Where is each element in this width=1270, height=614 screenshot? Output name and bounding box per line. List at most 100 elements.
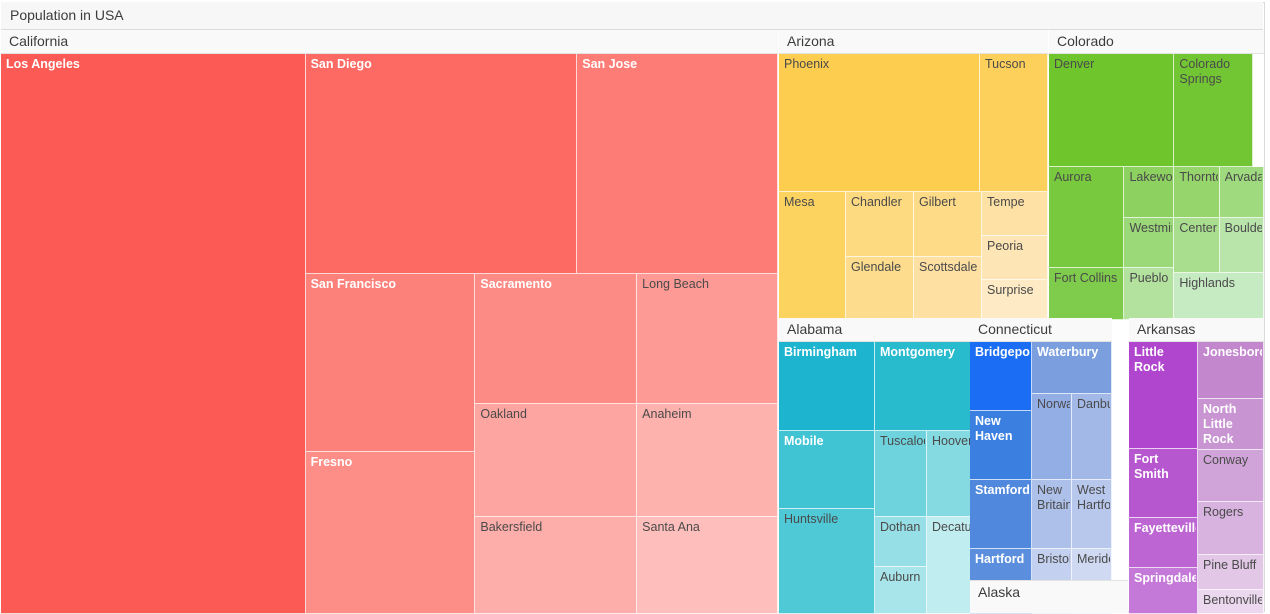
treemap-tile[interactable]: Boulder	[1219, 218, 1264, 273]
treemap-tile-label: Tucson	[985, 57, 1026, 71]
treemap-tile[interactable]: Little Rock	[1129, 342, 1198, 449]
treemap-tile[interactable]: Tucson	[980, 54, 1048, 192]
treemap-tile-label: Chandler	[851, 195, 902, 209]
treemap-tile[interactable]: Decatur	[927, 516, 974, 614]
treemap-tile[interactable]: Scottsdale	[914, 257, 982, 320]
treemap-tile[interactable]: Westminster	[1124, 218, 1175, 268]
treemap-tile[interactable]: Fort Smith	[1129, 448, 1198, 518]
group-alabama[interactable]: Alabama Birmingham Montgomery Mobile Huntsv…	[779, 318, 974, 614]
treemap-tile[interactable]: San Jose	[577, 54, 778, 275]
treemap-tile-label: Bristol	[1037, 551, 1070, 566]
treemap-tile[interactable]: Rogers	[1198, 501, 1264, 556]
treemap-tile-label: San Diego	[310, 57, 372, 71]
treemap-tile-label: Montgomery	[880, 345, 955, 359]
treemap-tile-label: Norwalk	[1037, 396, 1070, 411]
treemap-tile[interactable]: Colorado Springs	[1174, 54, 1253, 167]
treemap-tile[interactable]: Dothan	[875, 516, 927, 567]
treemap-tile[interactable]: Norwalk	[1032, 393, 1072, 480]
treemap-tile[interactable]: Los Angeles	[1, 54, 306, 614]
group-label: Connecticut	[978, 321, 1052, 337]
treemap-tile[interactable]: Bakersfield	[475, 517, 638, 614]
treemap-tile[interactable]: Lakewood	[1124, 167, 1175, 218]
group-body-alabama: Birmingham Montgomery Mobile Huntsville Tusc…	[779, 342, 974, 614]
treemap-tile[interactable]: Arvada	[1219, 167, 1264, 218]
treemap-tile[interactable]: West Hartford	[1072, 479, 1112, 549]
treemap-tile[interactable]: Stamford	[970, 479, 1032, 549]
treemap-tile[interactable]: Center	[1174, 218, 1220, 273]
treemap-tile-label: Tempe	[987, 195, 1025, 209]
treemap-tile-label: Waterbury	[1037, 345, 1099, 359]
group-label: California	[9, 33, 69, 49]
treemap-tile-label: San Francisco	[310, 277, 397, 292]
treemap-tile[interactable]: Huntsville	[779, 509, 875, 614]
treemap-tile[interactable]: New Britain	[1032, 479, 1072, 549]
treemap-tile-label: Westminster	[1129, 221, 1172, 235]
treemap-tile[interactable]: Santa Ana	[637, 517, 778, 614]
treemap-tile[interactable]: Mesa	[779, 192, 846, 320]
treemap-tile-label: Phoenix	[784, 57, 830, 71]
treemap-tile[interactable]: San Francisco	[305, 274, 476, 453]
treemap-tile-label: New Haven	[975, 413, 1013, 443]
treemap-tile[interactable]: Anaheim	[637, 404, 778, 518]
treemap-tile[interactable]: Bentonville	[1198, 589, 1264, 614]
treemap-tile-label: Boulder	[1224, 221, 1262, 235]
treemap-tile[interactable]: Auburn	[875, 566, 927, 614]
treemap-tile[interactable]: Aurora	[1049, 167, 1125, 268]
group-arizona[interactable]: Arizona Phoenix Tucson Mesa Chandler Glendal…	[779, 30, 1048, 320]
treemap-tile[interactable]: Birmingham	[779, 342, 875, 431]
treemap-tile-label: Sacramento	[480, 277, 552, 292]
group-alaska[interactable]: Alaska	[970, 580, 1128, 613]
treemap-tile-label: Santa Ana	[642, 520, 700, 535]
treemap-tile-label: Pueblo	[1129, 271, 1169, 285]
treemap-tile[interactable]: Hoover	[927, 430, 974, 517]
group-connecticut[interactable]: Connecticut Bridgeport New Haven Stamford H…	[970, 318, 1112, 614]
treemap-tile-label: Mesa	[784, 195, 815, 209]
treemap-tile[interactable]: Highlands	[1174, 273, 1264, 320]
group-colorado[interactable]: Colorado Denver Colorado Springs Aurora For…	[1049, 30, 1264, 320]
treemap-tile[interactable]: Waterbury	[1032, 342, 1112, 394]
treemap-tile-label: Colorado Springs	[1179, 57, 1231, 86]
treemap-tile[interactable]: Glendale	[846, 257, 914, 320]
treemap-tile[interactable]: Surprise	[982, 280, 1048, 320]
treemap-tile[interactable]: Montgomery	[875, 342, 974, 431]
treemap-tile-label: Highlands	[1179, 276, 1235, 290]
treemap-tile[interactable]: Pueblo	[1124, 268, 1175, 320]
group-california[interactable]: California Los Angeles San Diego San Jose S…	[1, 30, 778, 614]
treemap-tile[interactable]: Oakland	[475, 404, 638, 518]
treemap-tile[interactable]: Phoenix	[779, 54, 980, 192]
treemap-tile[interactable]: North Little Rock	[1198, 399, 1264, 450]
treemap-tile[interactable]: Gilbert	[914, 192, 982, 257]
group-arkansas[interactable]: Arkansas Little Rock Fort Smith Fayettevil…	[1129, 318, 1264, 614]
group-body-arizona: Phoenix Tucson Mesa Chandler Glendale Gilbert…	[779, 54, 1048, 320]
treemap-tile[interactable]: Tempe	[982, 192, 1048, 236]
treemap-tile[interactable]: New Haven	[970, 410, 1032, 480]
treemap-tile[interactable]: Thornton	[1174, 167, 1220, 218]
treemap-tile[interactable]: Tuscaloosa	[875, 430, 927, 517]
treemap-tile-label: Decatur	[932, 519, 972, 534]
treemap-tile-label: Lakewood	[1129, 170, 1173, 184]
treemap-tile[interactable]: Pine Bluff	[1198, 555, 1264, 590]
group-header-arizona: Arizona	[779, 30, 1048, 54]
treemap-tile-label: West Hartford	[1077, 482, 1110, 512]
treemap-tile[interactable]: Sacramento	[475, 274, 638, 404]
treemap-tile[interactable]: Fort Collins	[1049, 268, 1125, 320]
chart-title-bar: Population in USA	[1, 2, 1263, 30]
treemap-tile[interactable]: Peoria	[982, 236, 1048, 280]
group-header-alabama: Alabama	[779, 318, 974, 342]
treemap-tile[interactable]: Denver	[1049, 54, 1175, 167]
treemap-tile[interactable]: Jonesboro	[1198, 342, 1264, 400]
treemap-tile-label: Little Rock	[1134, 345, 1165, 374]
treemap-tile[interactable]: Mobile	[779, 430, 875, 510]
treemap-tile[interactable]: San Diego	[305, 54, 578, 275]
treemap-tile[interactable]: Danbury	[1072, 393, 1112, 480]
treemap-tile[interactable]: Fayetteville	[1129, 517, 1198, 569]
treemap-tile-label: Peoria	[987, 239, 1024, 253]
treemap-tile[interactable]: Fresno	[305, 452, 476, 614]
treemap-tile[interactable]: Chandler	[846, 192, 914, 257]
treemap-tile[interactable]: Conway	[1198, 449, 1264, 502]
treemap-tile[interactable]: Springdale	[1129, 568, 1198, 614]
treemap-tile[interactable]: Long Beach	[637, 274, 778, 404]
treemap-tile-label: Center	[1179, 221, 1217, 235]
treemap-tile[interactable]: Bridgeport	[970, 342, 1032, 411]
